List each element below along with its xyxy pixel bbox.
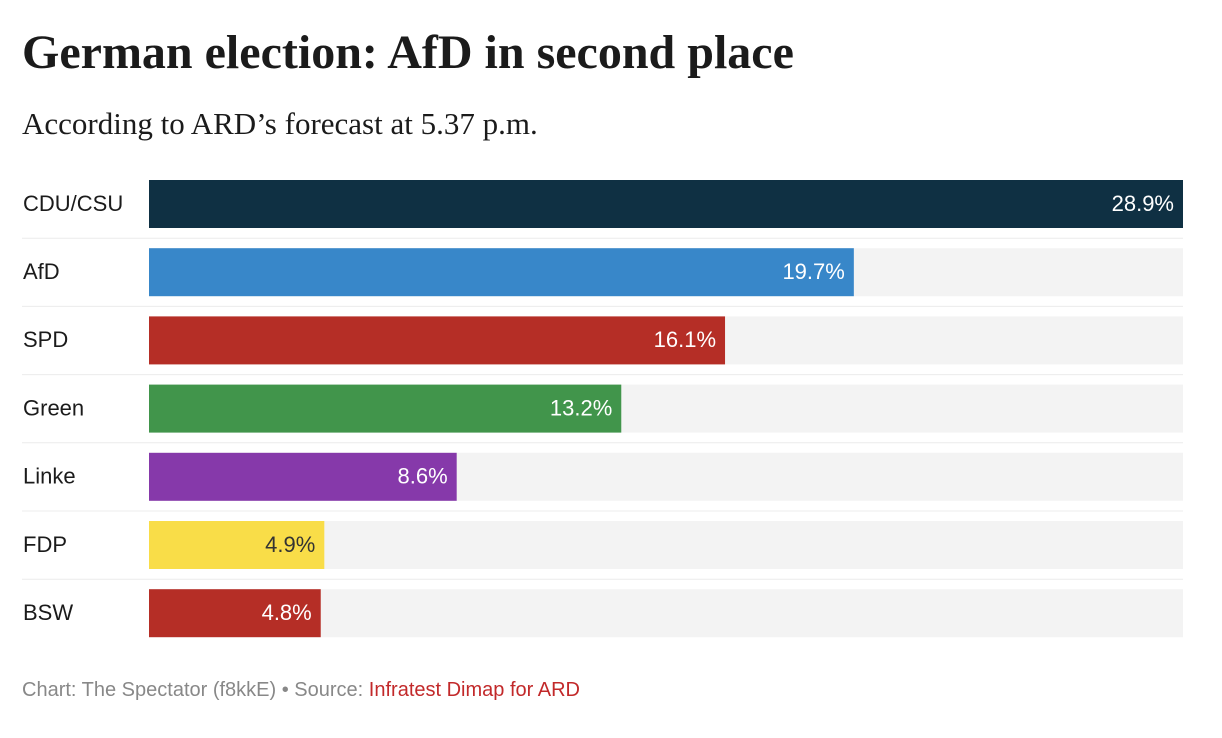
chart-title: German election: AfD in second place — [22, 26, 794, 79]
category-label: FDP — [23, 532, 67, 557]
category-label: Linke — [23, 464, 76, 489]
bar — [149, 589, 321, 638]
bar — [149, 452, 457, 501]
bar-track — [149, 589, 1183, 638]
category-label: SPD — [23, 327, 68, 352]
source-link[interactable]: Infratest Dimap for ARD — [369, 679, 580, 701]
category-label: BSW — [23, 600, 73, 625]
value-label: 8.6% — [398, 464, 448, 489]
bar — [149, 384, 622, 433]
category-label: AfD — [23, 259, 60, 284]
value-label: 28.9% — [1112, 191, 1174, 216]
value-label: 19.7% — [782, 259, 844, 284]
bar — [149, 521, 325, 569]
bar — [149, 248, 854, 297]
value-label: 13.2% — [550, 395, 612, 420]
footer-credit: Chart: The Spectator (f8kkE) • Source: — [22, 679, 363, 701]
footer: Chart: The Spectator (f8kkE) • Source: I… — [22, 679, 580, 701]
bar — [149, 316, 726, 365]
chart-subtitle: According to ARD’s forecast at 5.37 p.m. — [22, 106, 538, 141]
value-label: 4.8% — [262, 600, 312, 625]
value-label: 4.9% — [265, 532, 315, 557]
category-label: Green — [23, 395, 84, 420]
category-label: CDU/CSU — [23, 191, 123, 216]
value-label: 16.1% — [654, 327, 716, 352]
bar — [149, 180, 1183, 228]
